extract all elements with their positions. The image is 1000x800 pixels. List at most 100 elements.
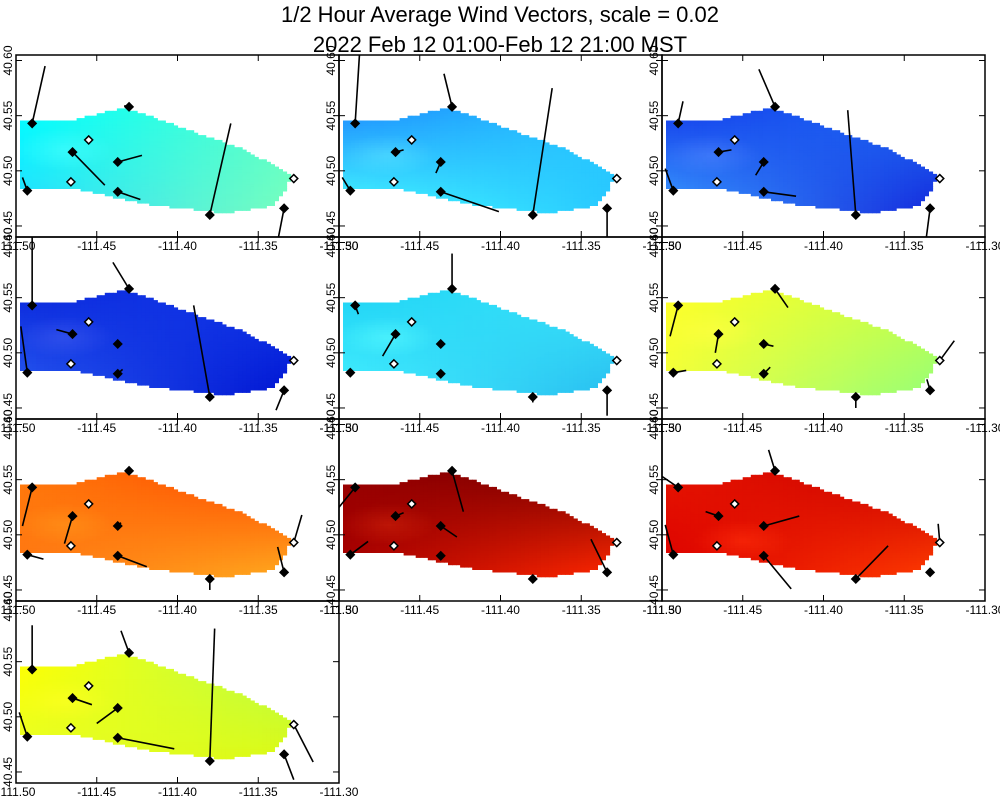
field-cell xyxy=(464,195,469,199)
field-cell xyxy=(520,203,526,206)
field-cell xyxy=(779,161,784,165)
field-cell xyxy=(262,164,267,168)
field-cell xyxy=(121,193,126,197)
field-cell xyxy=(448,130,453,134)
field-cell xyxy=(775,195,780,199)
field-cell xyxy=(189,169,195,173)
field-cell xyxy=(359,139,364,143)
field-cell xyxy=(125,139,130,143)
field-cell xyxy=(371,166,376,170)
field-cell xyxy=(738,149,744,153)
field-cell xyxy=(706,152,711,156)
field-cell xyxy=(137,137,142,141)
field-cell xyxy=(742,115,748,119)
field-cell xyxy=(544,195,550,199)
field-cell xyxy=(460,171,465,175)
field-cell xyxy=(444,181,449,185)
field-cell xyxy=(427,173,433,177)
field-cell xyxy=(371,159,376,163)
field-cell xyxy=(44,130,49,134)
field-cell xyxy=(452,139,457,143)
station-marker xyxy=(65,176,76,187)
field-cell xyxy=(108,139,114,143)
field-cell xyxy=(666,154,671,158)
field-cell xyxy=(694,132,699,136)
field-cell xyxy=(415,132,421,136)
field-cell xyxy=(72,125,78,129)
field-cell xyxy=(225,198,231,202)
field-cell xyxy=(750,147,756,151)
wind-panel-3: -111.50-111.45-111.40-111.35-111.3040.45… xyxy=(643,45,1000,253)
field-cell xyxy=(108,166,114,170)
field-cell xyxy=(714,156,720,160)
field-cell xyxy=(472,164,477,168)
field-cell xyxy=(367,181,372,185)
field-cell xyxy=(108,137,114,141)
field-cell xyxy=(153,198,158,202)
field-cell xyxy=(738,130,744,134)
field-cell xyxy=(177,154,183,158)
field-cell xyxy=(104,127,110,131)
field-cell xyxy=(419,113,425,117)
color-field xyxy=(343,108,615,214)
field-cell xyxy=(363,166,368,170)
field-cell xyxy=(217,207,223,211)
field-cell xyxy=(488,169,493,173)
field-cell xyxy=(439,110,445,114)
field-cell xyxy=(742,122,748,126)
field-cell xyxy=(351,164,356,168)
field-cell xyxy=(585,186,590,189)
field-cell xyxy=(238,178,243,182)
field-cell xyxy=(359,147,364,151)
field-cell xyxy=(468,120,473,124)
field-cell xyxy=(205,164,211,168)
field-cell xyxy=(492,156,497,160)
field-cell xyxy=(88,118,94,122)
field-cell xyxy=(104,115,110,119)
field-cell xyxy=(197,178,203,182)
field-cell xyxy=(718,154,724,158)
field-cell xyxy=(492,144,497,148)
field-cell xyxy=(347,139,352,143)
field-cell xyxy=(540,200,546,204)
field-cell xyxy=(423,113,429,117)
field-cell xyxy=(536,205,542,209)
field-cell xyxy=(415,142,421,146)
field-cell xyxy=(137,188,142,192)
field-cell xyxy=(278,183,283,187)
field-cell xyxy=(730,125,736,129)
field-cell xyxy=(60,120,65,124)
field-cell xyxy=(141,200,146,204)
field-cell xyxy=(141,164,146,168)
field-cell xyxy=(544,161,550,165)
field-cell xyxy=(730,130,736,134)
field-cell xyxy=(734,147,740,151)
field-cell xyxy=(435,181,441,185)
field-cell xyxy=(137,130,142,134)
field-cell xyxy=(512,190,518,194)
field-cell xyxy=(783,190,788,194)
field-cell xyxy=(137,169,142,173)
field-cell xyxy=(605,183,611,187)
field-cell xyxy=(371,132,376,136)
field-cell xyxy=(468,115,473,119)
field-cell xyxy=(435,169,441,173)
field-cell xyxy=(84,156,90,160)
field-cell xyxy=(674,159,679,163)
field-cell xyxy=(129,135,134,139)
field-cell xyxy=(520,171,526,175)
field-cell xyxy=(508,154,514,158)
field-cell xyxy=(68,139,74,143)
field-cell xyxy=(548,149,554,153)
field-cell xyxy=(746,152,752,156)
field-cell xyxy=(399,132,405,136)
field-cell xyxy=(472,181,477,185)
field-cell xyxy=(133,198,138,202)
field-cell xyxy=(121,152,126,156)
field-cell xyxy=(718,135,724,139)
field-cell xyxy=(484,178,489,182)
field-cell xyxy=(532,169,538,173)
field-cell xyxy=(173,137,179,141)
field-cell xyxy=(427,127,433,131)
field-cell xyxy=(496,200,502,204)
